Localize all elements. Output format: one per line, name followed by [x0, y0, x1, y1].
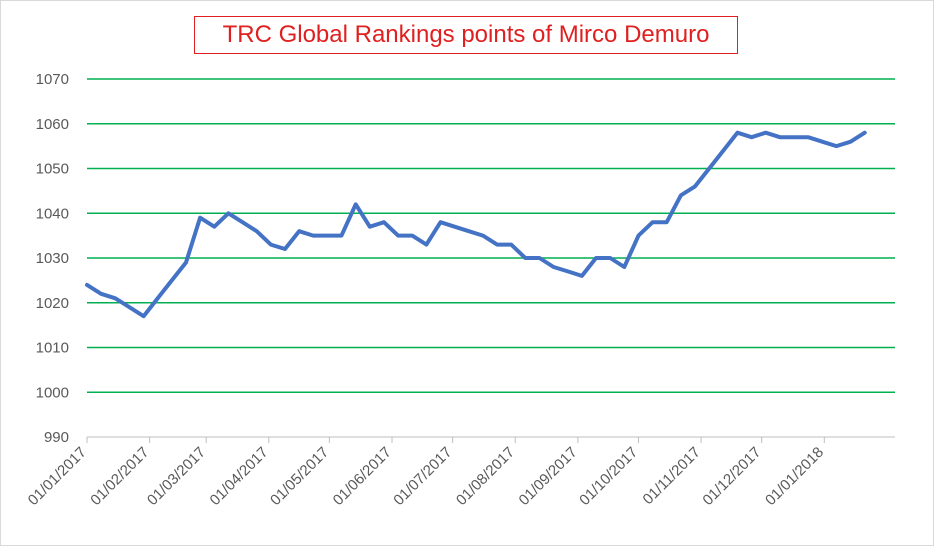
x-tick-label: 01/11/2017 [640, 444, 704, 508]
y-axis-ticks: 990 1000 1010 1020 1030 1040 1050 1060 1070 [36, 71, 69, 446]
x-tick-label: 01/12/2017 [699, 444, 764, 509]
y-tick-label: 1000 [36, 384, 69, 401]
y-tick-label: 990 [44, 429, 69, 446]
series-line [85, 130, 867, 319]
x-tick-label: 01/03/2017 [144, 444, 209, 509]
y-tick-label: 1040 [36, 205, 69, 222]
y-tick-label: 1020 [36, 295, 69, 312]
y-tick-label: 1060 [36, 116, 69, 133]
chart-title-box: TRC Global Rankings points of Mirco Demu… [194, 16, 738, 54]
x-axis-ticks: 01/01/201701/02/201701/03/201701/04/2017… [25, 444, 827, 509]
x-tick-label: 01/04/2017 [207, 444, 272, 509]
x-tick-label: 01/09/2017 [516, 444, 581, 509]
x-tick-label: 01/10/2017 [576, 444, 641, 509]
series-layer [85, 130, 867, 319]
gridlines [87, 78, 895, 393]
x-tick-label: 01/08/2017 [453, 444, 518, 509]
x-tick-label: 01/06/2017 [330, 444, 395, 509]
x-tick-label: 01/01/2018 [762, 444, 827, 509]
y-tick-label: 1050 [36, 161, 69, 178]
chart-title: TRC Global Rankings points of Mirco Demu… [222, 21, 710, 48]
y-tick-label: 1010 [36, 340, 69, 357]
y-tick-label: 1070 [36, 71, 69, 88]
y-tick-label: 1030 [36, 250, 69, 267]
x-tick-label: 01/05/2017 [267, 444, 332, 509]
x-axis [86, 436, 895, 443]
x-tick-label: 01/07/2017 [390, 444, 455, 509]
x-tick-label: 01/01/2017 [25, 444, 90, 509]
x-tick-label: 01/02/2017 [87, 444, 152, 509]
